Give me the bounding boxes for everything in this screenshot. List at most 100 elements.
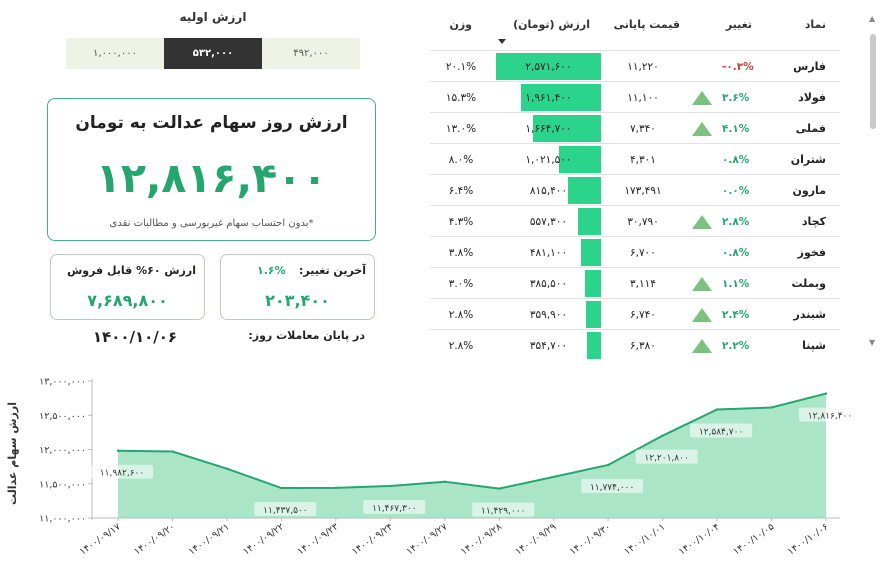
x-tick-label: ۱۴۰۰/۰۹/۲۴ [350, 521, 395, 557]
data-label-bg [635, 449, 698, 464]
row-price: ۶,۳۸۰ [630, 339, 656, 352]
current-value-card: ارزش روز سهام عدالت به تومان ۱۲,۸۱۶,۴۰۰ … [47, 98, 376, 241]
data-label: ۱۲,۸۱۶,۴۰۰ [808, 412, 852, 422]
initial-value-option-1000000[interactable]: ۱,۰۰۰,۰۰۰ [66, 38, 164, 69]
y-tick-label: ۱۱,۵۰۰,۰۰۰ [39, 479, 86, 490]
data-label: ۱۱,۴۳۷,۵۰۰ [263, 506, 307, 516]
header-price[interactable]: قیمت پایانی [613, 18, 680, 31]
row-symbol[interactable]: شتران [790, 153, 826, 166]
table-row[interactable]: مارون ۰.۰% ۱۷۳,۴۹۱ ۸۱۵,۴۰۰ ۶.۴% [430, 174, 840, 205]
x-tick-label: ۱۴۰۰/۰۹/۳۰ [568, 521, 613, 557]
row-symbol[interactable]: وبملت [791, 277, 826, 290]
data-label-bg [363, 499, 426, 514]
table-scrollbar[interactable]: ▲ ▼ [868, 12, 878, 350]
header-symbol[interactable]: نماد [804, 18, 826, 31]
up-arrow-icon [692, 122, 712, 136]
last-change-label: آخرین تغییر: [299, 264, 366, 277]
sort-desc-icon [498, 39, 506, 44]
row-value-bar-track [496, 177, 601, 204]
x-tick-label: ۱۴۰۰/۰۹/۱۷ [78, 521, 123, 557]
row-symbol[interactable]: شپنا [802, 339, 826, 352]
scroll-up-icon[interactable]: ▲ [869, 14, 876, 23]
row-price: ۱۷۳,۴۹۱ [624, 184, 662, 197]
table-row[interactable]: فارس -۰.۳% ۱۱,۲۲۰ ۲,۵۷۱,۶۰۰ ۲۰.۱% [430, 50, 840, 81]
x-tick-label: ۱۴۰۰/۱۰/۰۶ [786, 521, 831, 557]
row-symbol[interactable]: مارون [792, 184, 827, 197]
initial-value-option-532000[interactable]: ۵۳۲,۰۰۰ [164, 38, 262, 69]
y-axis-title: ارزش سهام عدالت [6, 402, 19, 505]
row-weight: ۶.۴% [448, 184, 474, 197]
sellable-value-label: ارزش ۶۰% قابل فروش [67, 264, 196, 277]
row-weight: ۲۰.۱% [445, 60, 477, 73]
row-weight: ۲.۸% [448, 308, 474, 321]
current-value: ۱۲,۸۱۶,۴۰۰ [95, 154, 328, 202]
row-symbol[interactable]: فارس [793, 60, 826, 73]
row-value-bar-track [496, 208, 601, 235]
current-value-title: ارزش روز سهام عدالت به تومان [75, 113, 348, 133]
row-value-bar-track [496, 53, 601, 80]
table-row[interactable]: فملی ۴.۱% ۷,۳۴۰ ۱,۶۶۴,۷۰۰ ۱۳.۰% [430, 112, 840, 143]
row-value-bar-track [496, 239, 601, 266]
table-row[interactable]: فولاد ۳.۶% ۱۱,۱۰۰ ۱,۹۶۱,۴۰۰ ۱۵.۳% [430, 81, 840, 112]
data-label-bg [799, 407, 861, 422]
x-tick-label: ۱۴۰۰/۱۰/۰۴ [677, 521, 722, 557]
row-change: ۰.۸% [722, 153, 750, 166]
row-symbol[interactable]: فملی [795, 122, 826, 135]
row-symbol[interactable]: فولاد [798, 91, 826, 104]
row-value-bar [559, 146, 601, 173]
row-value-bar-track [496, 115, 601, 142]
data-point [280, 486, 283, 490]
data-label: ۱۱,۴۶۷,۳۰۰ [372, 504, 416, 514]
row-value: ۵۵۷,۳۰۰ [529, 215, 568, 228]
header-change[interactable]: تغییر [725, 18, 752, 31]
row-symbol[interactable]: فخوز [797, 246, 826, 259]
data-label-bg [472, 502, 535, 517]
row-change: ۲.۴% [722, 308, 750, 321]
x-tick-label: ۱۴۰۰/۰۹/۲۹ [513, 521, 558, 557]
header-value[interactable]: ارزش (تومان) [513, 18, 590, 31]
x-tick-label: ۱۴۰۰/۰۹/۲۳ [296, 521, 341, 557]
initial-value-option-492000[interactable]: ۴۹۲,۰۰۰ [262, 38, 360, 69]
row-price: ۱۱,۲۲۰ [627, 60, 659, 73]
x-tick-label: ۱۴۰۰/۰۹/۲۷ [404, 521, 449, 557]
data-label-bg [254, 502, 317, 517]
data-label: ۱۱,۹۸۲,۶۰۰ [100, 469, 144, 479]
last-change-card: آخرین تغییر: ۱.۶% ۲۰۳,۴۰۰ [220, 254, 375, 320]
row-value-bar [586, 301, 601, 328]
up-arrow-icon [692, 277, 712, 291]
table-row[interactable]: شتران ۰.۸% ۴,۳۰۱ ۱,۰۲۱,۵۰۰ ۸.۰% [430, 143, 840, 174]
row-change: ۰.۰% [722, 184, 750, 197]
table-row[interactable]: فخوز ۰.۸% ۶,۷۰۰ ۴۸۱,۱۰۰ ۳.۸% [430, 236, 840, 267]
y-tick-label: ۱۲,۰۰۰,۰۰۰ [39, 445, 86, 456]
x-tick-label: ۱۴۰۰/۰۹/۲۸ [459, 521, 504, 557]
table-row[interactable]: شبندر ۲.۴% ۶,۷۴۰ ۳۵۹,۹۰۰ ۲.۸% [430, 298, 840, 329]
row-symbol[interactable]: شبندر [793, 308, 826, 321]
data-point [443, 480, 446, 483]
scroll-down-icon[interactable]: ▼ [869, 338, 876, 347]
data-label: ۱۲,۲۰۱,۸۰۰ [644, 454, 688, 464]
header-weight[interactable]: وزن [449, 18, 472, 31]
table-row[interactable]: شپنا ۲.۲% ۶,۳۸۰ ۳۵۴,۷۰۰ ۲.۸% [430, 329, 840, 360]
table-row[interactable]: کچاد ۲.۸% ۳۰,۷۹۰ ۵۵۷,۳۰۰ ۴.۳% [430, 205, 840, 236]
value-area [118, 393, 826, 518]
data-label-bg [581, 478, 644, 493]
row-value-bar [578, 208, 601, 235]
row-change: ۲.۲% [722, 339, 750, 352]
row-value-bar-track [496, 332, 601, 359]
row-symbol[interactable]: کچاد [801, 215, 826, 228]
row-price: ۷,۳۴۰ [630, 122, 656, 135]
data-point [606, 463, 610, 467]
row-weight: ۴.۳% [448, 215, 474, 228]
table-row[interactable]: وبملت ۱.۱% ۳,۱۱۴ ۳۸۵,۵۰۰ ۳.۰% [430, 267, 840, 298]
scroll-thumb[interactable] [870, 34, 876, 129]
row-value: ۸۱۵,۴۰۰ [529, 184, 568, 197]
x-tick-label: ۱۴۰۰/۰۹/۲۰ [132, 521, 177, 557]
data-point [334, 486, 338, 490]
data-point [552, 475, 555, 479]
sellable-value: ۷,۶۸۹,۸۰۰ [87, 291, 168, 310]
row-value-bar [581, 239, 601, 266]
row-value: ۴۸۱,۱۰۰ [529, 246, 568, 259]
row-price: ۶,۷۴۰ [630, 308, 656, 321]
closing-date: ۱۴۰۰/۱۰/۰۶ [92, 328, 178, 346]
row-value: ۱,۶۶۴,۷۰۰ [525, 122, 572, 135]
